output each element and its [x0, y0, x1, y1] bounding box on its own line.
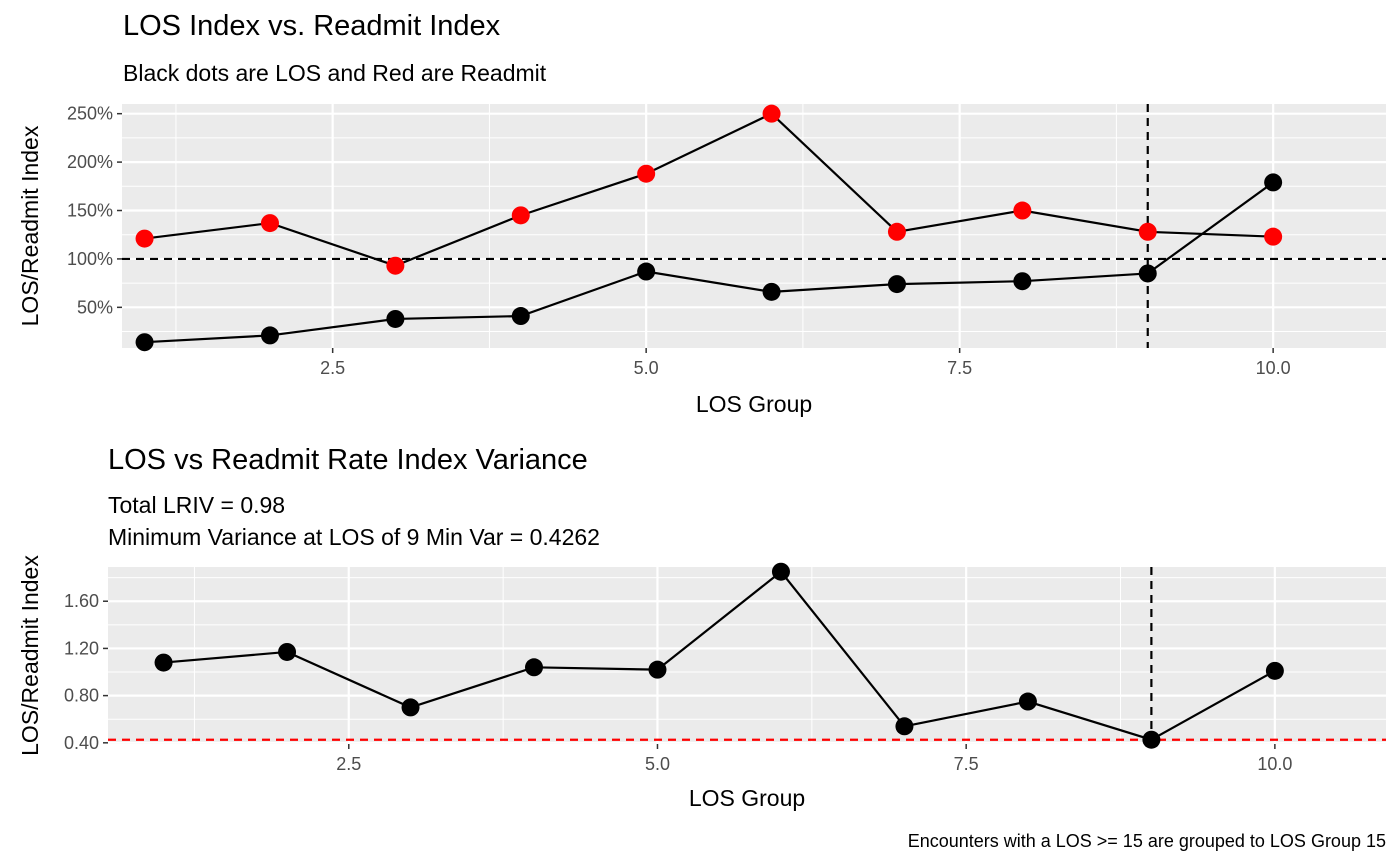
y-tick-label: 50%: [77, 297, 113, 317]
data-point-series-1: [154, 653, 173, 672]
data-point-series-2: [1264, 173, 1283, 192]
x-tick-label: 10.0: [1257, 754, 1292, 774]
chart2-subtitle-line-1: Total LRIV = 0.98: [108, 492, 286, 518]
data-point-series-1: [1265, 661, 1284, 680]
data-point-series-1: [386, 256, 405, 275]
y-tick-label: 200%: [67, 152, 113, 172]
y-tick-label: 100%: [67, 249, 113, 269]
data-point-series-1: [511, 206, 530, 225]
chart-caption: Encounters with a LOS >= 15 are grouped …: [907, 831, 1386, 851]
x-tick-label: 5.0: [645, 754, 670, 774]
y-tick-label: 0.40: [64, 733, 99, 753]
data-point-series-2: [386, 309, 405, 328]
y-tick-label: 1.20: [64, 638, 99, 658]
x-tick-label: 7.5: [947, 358, 972, 378]
data-point-series-1: [278, 642, 297, 661]
data-point-series-1: [135, 229, 154, 248]
y-tick-label: 0.80: [64, 686, 99, 706]
series-line-1: [163, 570, 1276, 741]
x-tick-label: 7.5: [954, 754, 979, 774]
x-tick-label: 2.5: [336, 754, 361, 774]
data-point-series-2: [887, 275, 906, 294]
y-axis-label: LOS/Readmit Index: [17, 555, 43, 756]
data-point-series-1: [771, 562, 790, 581]
data-point-series-2: [135, 333, 154, 352]
data-point-series-2: [260, 326, 279, 345]
chart1-subtitle: Black dots are LOS and Red are Readmit: [123, 60, 547, 86]
x-tick-label: 5.0: [634, 358, 659, 378]
y-tick-label: 150%: [67, 201, 113, 221]
y-tick-label: 250%: [67, 104, 113, 124]
x-axis-label: LOS Group: [696, 391, 812, 417]
chart2: 2.5 5.0 7.5 10.0 0.40 0.80 1.20 1.60 LOS Group LO…: [17, 555, 1386, 811]
series-line-1: [144, 112, 1274, 267]
chart2-title: LOS vs Readmit Rate Index Variance: [108, 444, 588, 476]
data-point-series-1: [887, 222, 906, 241]
data-point-series-1: [260, 214, 279, 233]
chart1-title: LOS Index vs. Readmit Index: [123, 10, 501, 42]
data-point-series-1: [1018, 692, 1037, 711]
data-point-series-2: [762, 282, 781, 301]
plot-panel: [122, 104, 1386, 348]
data-point-series-1: [1142, 730, 1161, 749]
x-tick-label: 2.5: [320, 358, 345, 378]
data-point-series-1: [525, 658, 543, 677]
x-tick-label: 10.0: [1256, 358, 1291, 378]
data-point-series-1: [648, 660, 667, 679]
data-point-series-1: [1013, 201, 1032, 220]
series-line-2: [144, 181, 1274, 344]
x-axis-label: LOS Group: [689, 785, 805, 811]
data-point-series-2: [511, 307, 530, 326]
data-point-series-1: [895, 717, 914, 736]
data-point-series-2: [1013, 272, 1032, 291]
data-point-series-1: [401, 698, 420, 717]
data-point-series-1: [1138, 222, 1157, 241]
chart1: 2.5 5.0 7.5 10.0 50% 100% 150% 200% 250% LOS Grou…: [17, 104, 1386, 417]
data-point-series-1: [762, 104, 781, 123]
data-point-series-2: [637, 262, 656, 281]
y-axis-label: LOS/Readmit Index: [17, 125, 43, 326]
data-point-series-1: [637, 164, 656, 183]
y-tick-label: 1.60: [64, 591, 99, 611]
data-point-series-1: [1264, 227, 1283, 246]
chart2-subtitle-line-2: Minimum Variance at LOS of 9 Min Var = 0…: [108, 524, 600, 550]
data-point-series-2: [1138, 264, 1157, 283]
plot-panel: [108, 567, 1386, 744]
